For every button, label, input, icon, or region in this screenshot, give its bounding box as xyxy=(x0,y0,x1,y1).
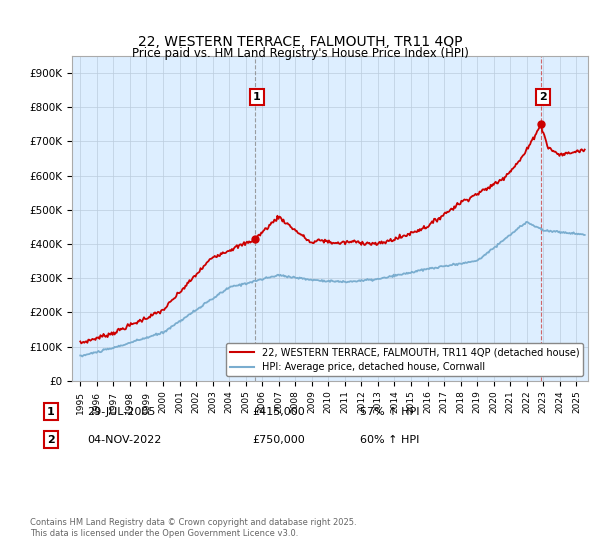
Text: 04-NOV-2022: 04-NOV-2022 xyxy=(87,435,161,445)
Text: 29-JUL-2005: 29-JUL-2005 xyxy=(87,407,155,417)
Text: 1: 1 xyxy=(47,407,55,417)
Text: 2: 2 xyxy=(539,92,547,102)
Text: 22, WESTERN TERRACE, FALMOUTH, TR11 4QP: 22, WESTERN TERRACE, FALMOUTH, TR11 4QP xyxy=(138,35,462,49)
Legend: 22, WESTERN TERRACE, FALMOUTH, TR11 4QP (detached house), HPI: Average price, de: 22, WESTERN TERRACE, FALMOUTH, TR11 4QP … xyxy=(226,343,583,376)
Text: £750,000: £750,000 xyxy=(252,435,305,445)
Text: 2: 2 xyxy=(47,435,55,445)
Text: 1: 1 xyxy=(253,92,261,102)
Text: 57% ↑ HPI: 57% ↑ HPI xyxy=(360,407,419,417)
Text: Contains HM Land Registry data © Crown copyright and database right 2025.
This d: Contains HM Land Registry data © Crown c… xyxy=(30,518,356,538)
Text: 60% ↑ HPI: 60% ↑ HPI xyxy=(360,435,419,445)
Text: £415,000: £415,000 xyxy=(252,407,305,417)
Text: Price paid vs. HM Land Registry's House Price Index (HPI): Price paid vs. HM Land Registry's House … xyxy=(131,46,469,60)
